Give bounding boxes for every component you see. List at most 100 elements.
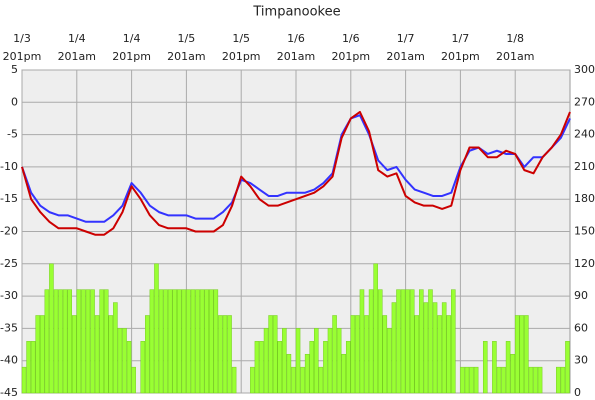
bar <box>510 353 515 394</box>
y-tick-label: -5 <box>7 128 18 141</box>
x-tick-label: 1/6 201am <box>276 32 316 63</box>
bar <box>259 341 264 394</box>
y-tick-label: 0 <box>11 95 18 108</box>
bar <box>350 315 356 394</box>
bar <box>441 302 447 394</box>
bar <box>514 315 520 394</box>
bar <box>199 289 205 394</box>
bar <box>533 366 538 394</box>
bar <box>295 328 301 394</box>
bar <box>400 289 406 394</box>
bar <box>332 315 337 394</box>
x-tick-label: 1/3 201pm <box>2 32 42 63</box>
y2-tick-label: 120 <box>574 257 595 270</box>
bar <box>414 315 420 394</box>
y-tick-label: 5 <box>11 63 18 76</box>
x-tick-label: 1/6 201pm <box>331 32 371 63</box>
chart-title: Timpanookee <box>252 5 340 20</box>
y-tick-label: -45 <box>0 386 18 399</box>
bar <box>377 289 383 394</box>
y2-tick-label: 90 <box>574 289 588 302</box>
bar <box>409 289 415 394</box>
bar <box>314 328 319 394</box>
bar <box>154 263 159 394</box>
bar <box>304 353 310 394</box>
bar <box>373 263 378 394</box>
bar <box>323 341 328 394</box>
bar <box>67 289 72 394</box>
x-tick-label: 1/7 201am <box>386 32 425 63</box>
bar <box>76 289 82 394</box>
y-tick-label: -20 <box>0 225 18 238</box>
bar <box>71 315 77 394</box>
bar <box>222 315 228 394</box>
bar <box>40 315 45 394</box>
bar <box>131 366 136 394</box>
bar <box>195 289 200 394</box>
bar <box>528 366 534 394</box>
bar <box>368 289 374 394</box>
bar <box>218 315 223 394</box>
bar <box>90 289 95 394</box>
bar <box>277 341 283 394</box>
bar <box>405 289 410 394</box>
bar <box>35 315 41 394</box>
bar <box>172 289 178 394</box>
bar <box>122 328 127 394</box>
bar <box>53 289 59 394</box>
bar <box>355 315 360 394</box>
y2-tick-label: 150 <box>574 225 595 238</box>
x-tick-label: 1/5 201am <box>167 32 206 63</box>
bar <box>149 289 155 394</box>
bar <box>437 315 442 394</box>
bar <box>469 366 474 394</box>
bar <box>345 341 351 394</box>
bar <box>263 328 269 394</box>
bar <box>309 341 315 394</box>
bar <box>26 341 31 394</box>
bar <box>21 366 27 394</box>
bar <box>250 366 255 394</box>
x-tick-label: 1/7 201pm <box>441 32 480 63</box>
bar <box>446 315 452 394</box>
bar <box>300 366 305 394</box>
bar <box>208 289 214 394</box>
y2-tick-label: 0 <box>574 386 581 399</box>
bar <box>213 289 219 394</box>
bar <box>99 289 104 394</box>
bar <box>145 315 150 394</box>
bar <box>103 289 109 394</box>
bar <box>387 328 392 394</box>
bar <box>167 289 173 394</box>
x-tick-label: 1/5 201pm <box>221 32 261 63</box>
y-tick-label: -15 <box>0 192 18 205</box>
bar <box>272 315 278 394</box>
bar <box>505 341 511 394</box>
bar <box>501 366 506 394</box>
y-tick-label: -25 <box>0 257 18 270</box>
bar <box>556 366 561 394</box>
bar <box>108 315 114 394</box>
x-tick-label: 1/8 201am <box>495 32 535 63</box>
bar <box>341 353 346 394</box>
y-tick-label: -35 <box>0 321 18 334</box>
bar <box>204 289 209 394</box>
bar <box>254 341 260 394</box>
bar <box>423 302 429 394</box>
bar <box>519 315 525 394</box>
bar <box>464 366 470 394</box>
y2-tick-label: 210 <box>574 160 595 173</box>
bar <box>560 366 566 394</box>
y-tick-label: -10 <box>0 160 18 173</box>
bar <box>327 328 333 394</box>
bar <box>482 341 488 394</box>
y2-tick-label: 60 <box>574 321 588 334</box>
y-tick-label: -30 <box>0 289 18 302</box>
bar <box>336 328 342 394</box>
bar <box>231 366 237 394</box>
bar <box>177 289 182 394</box>
bar <box>126 341 132 394</box>
bar <box>49 263 54 394</box>
